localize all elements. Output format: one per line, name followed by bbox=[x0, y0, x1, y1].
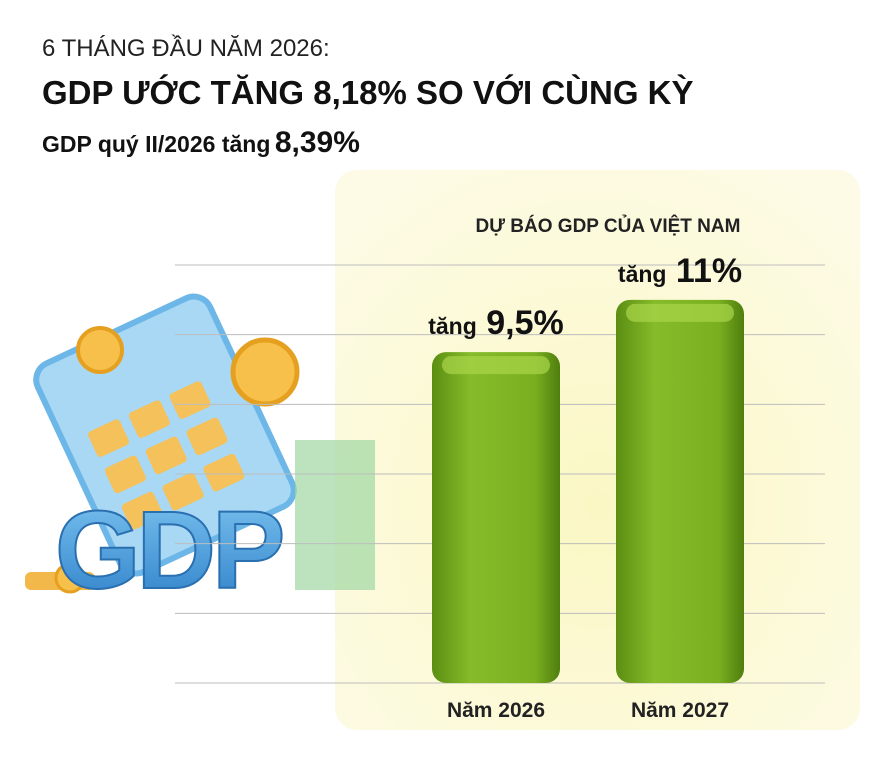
chart-panel bbox=[335, 170, 860, 730]
illustration: GDP bbox=[25, 293, 375, 613]
bar bbox=[616, 299, 744, 683]
subtitle-value: 8,39% bbox=[275, 126, 360, 159]
chart-title: DỰ BÁO GDP CỦA VIỆT NAM bbox=[476, 215, 741, 237]
value-label: tăng 9,5% bbox=[428, 304, 564, 342]
bar bbox=[432, 352, 560, 683]
bar-highlight bbox=[442, 356, 550, 375]
x-tick-label: Năm 2026 bbox=[447, 699, 545, 722]
headline: GDP ƯỚC TĂNG 8,18% SO VỚI CÙNG KỲ bbox=[42, 74, 694, 111]
illustration-label: GDP bbox=[55, 489, 282, 612]
subtitle-text: GDP quý II/2026 tăng bbox=[42, 131, 270, 157]
value-label-part: 11% bbox=[666, 252, 742, 290]
subtitle: GDP quý II/2026 tăng 8,39% bbox=[42, 126, 360, 159]
kicker: 6 THÁNG ĐẦU NĂM 2026: bbox=[42, 34, 330, 62]
bar-highlight bbox=[626, 303, 734, 322]
value-label-part: tăng bbox=[618, 261, 667, 287]
value-label: tăng 11% bbox=[618, 252, 742, 290]
value-label-part: tăng bbox=[428, 313, 477, 339]
value-label-part: 9,5% bbox=[477, 304, 564, 342]
x-tick-label: Năm 2027 bbox=[631, 699, 729, 722]
